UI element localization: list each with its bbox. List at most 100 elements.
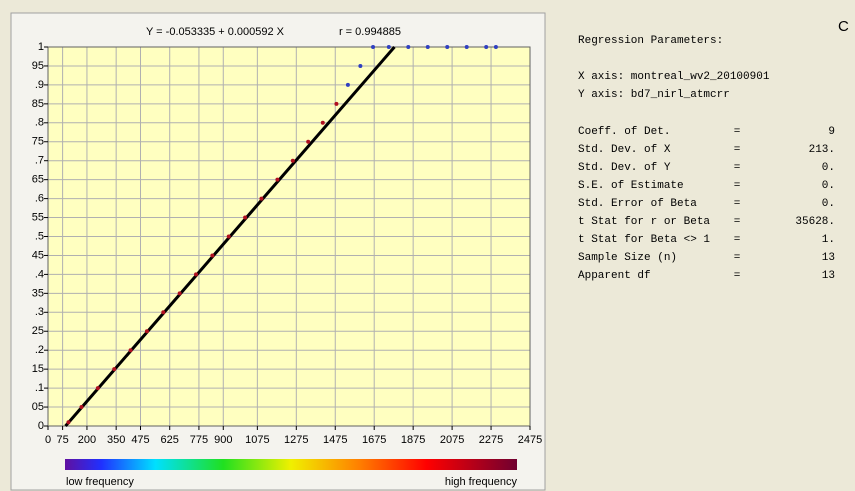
x-tick-label: 1275 (284, 434, 308, 446)
point (406, 45, 411, 49)
point (144, 329, 149, 334)
y-tick-label: 35 (32, 287, 44, 299)
correlation: r = 0.994885 (339, 26, 401, 38)
param-value: 0. (822, 162, 835, 174)
point (425, 45, 430, 49)
point (358, 63, 363, 68)
x-tick-label: 625 (161, 434, 179, 446)
point (371, 45, 376, 49)
y-tick-label: 1 (38, 41, 44, 53)
point (320, 120, 325, 125)
y-tick-label: 0 (38, 420, 44, 432)
point (66, 420, 71, 425)
param-name: Std. Dev. of Y (578, 162, 671, 174)
param-name: Apparent df (578, 270, 651, 282)
point (445, 45, 450, 49)
point (259, 196, 264, 201)
param-value: 35628. (795, 216, 835, 228)
param-equals: = (734, 252, 741, 264)
point (194, 272, 199, 277)
param-name: Coeff. of Det. (578, 126, 670, 138)
point (334, 101, 339, 106)
param-value: 0. (822, 198, 835, 210)
x-tick-label: 2075 (440, 434, 464, 446)
param-name: t Stat for r or Beta (578, 216, 710, 228)
x-tick-label: 475 (131, 434, 149, 446)
point (484, 45, 489, 49)
colorbar (65, 459, 517, 470)
plot (47, 45, 531, 427)
y-tick-label: 45 (32, 249, 44, 261)
colorbar-high: high frequency (445, 476, 518, 488)
panel-heading: Regression Parameters: (578, 35, 723, 47)
param-value: 1. (822, 234, 835, 246)
point (112, 367, 117, 372)
y-tick-label: 95 (32, 60, 44, 72)
y-tick-label: 75 (32, 136, 44, 148)
y-tick-label: .9 (35, 79, 44, 91)
param-value: 213. (809, 144, 835, 156)
y-tick-label: .7 (35, 155, 44, 167)
y-tick-label: .6 (35, 193, 44, 205)
x-tick-label: 1675 (362, 434, 386, 446)
x-tick-label: 2475 (518, 434, 542, 446)
x-tick-label: 1075 (245, 434, 269, 446)
point (306, 139, 311, 144)
y-tick-label: 15 (32, 363, 44, 375)
y-tick-label: .3 (35, 306, 44, 318)
y-tick-label: .4 (35, 268, 44, 280)
x-tick-label: 1875 (401, 434, 425, 446)
param-value: 13 (822, 252, 835, 264)
y-axis-name: Y axis: bd7_nirl_atmcrr (578, 89, 730, 101)
param-value: 9 (828, 126, 835, 138)
param-equals: = (734, 126, 741, 138)
point (226, 234, 231, 239)
point (95, 386, 100, 391)
point (493, 45, 498, 49)
param-equals: = (734, 270, 741, 282)
x-axis-name: X axis: montreal_wv2_20100901 (578, 71, 770, 83)
param-name: t Stat for Beta <> 1 (578, 234, 710, 246)
x-tick-label: 1475 (323, 434, 347, 446)
param-name: Std. Dev. of X (578, 144, 671, 156)
x-tick-label: 350 (107, 434, 125, 446)
x-tick-label: 2275 (479, 434, 503, 446)
y-tick-label: 85 (32, 98, 44, 110)
param-value: 0. (822, 180, 835, 192)
param-equals: = (734, 216, 741, 228)
point (243, 215, 248, 220)
param-equals: = (734, 162, 741, 174)
param-name: S.E. of Estimate (578, 180, 684, 192)
x-tick-label: 75 (56, 434, 68, 446)
equation: Y = -0.053335 + 0.000592 X (146, 26, 285, 38)
y-tick-label: .1 (35, 382, 44, 394)
param-equals: = (734, 234, 741, 246)
point (161, 310, 166, 315)
point (210, 253, 215, 258)
y-tick-label: 25 (32, 325, 44, 337)
regression-panel: Regression Parameters: X axis: montreal_… (578, 35, 835, 282)
y-tick-label: 05 (32, 401, 44, 413)
point (345, 82, 350, 87)
point (177, 291, 182, 296)
x-tick-label: 200 (78, 434, 96, 446)
point (290, 158, 295, 163)
y-tick-label: 55 (32, 211, 44, 223)
point (128, 348, 133, 353)
param-equals: = (734, 180, 741, 192)
param-name: Std. Error of Beta (578, 198, 697, 210)
corner-label: C (838, 18, 849, 35)
x-tick-label: 900 (214, 434, 232, 446)
colorbar-low: low frequency (66, 476, 134, 488)
x-tick-label: 775 (190, 434, 208, 446)
param-equals: = (734, 198, 741, 210)
y-tick-label: .5 (35, 230, 44, 242)
point (79, 405, 84, 410)
param-name: Sample Size (n) (578, 252, 677, 264)
y-tick-label: .8 (35, 117, 44, 129)
y-tick-label: 65 (32, 174, 44, 186)
point (386, 45, 391, 49)
param-equals: = (734, 144, 741, 156)
param-value: 13 (822, 270, 835, 282)
